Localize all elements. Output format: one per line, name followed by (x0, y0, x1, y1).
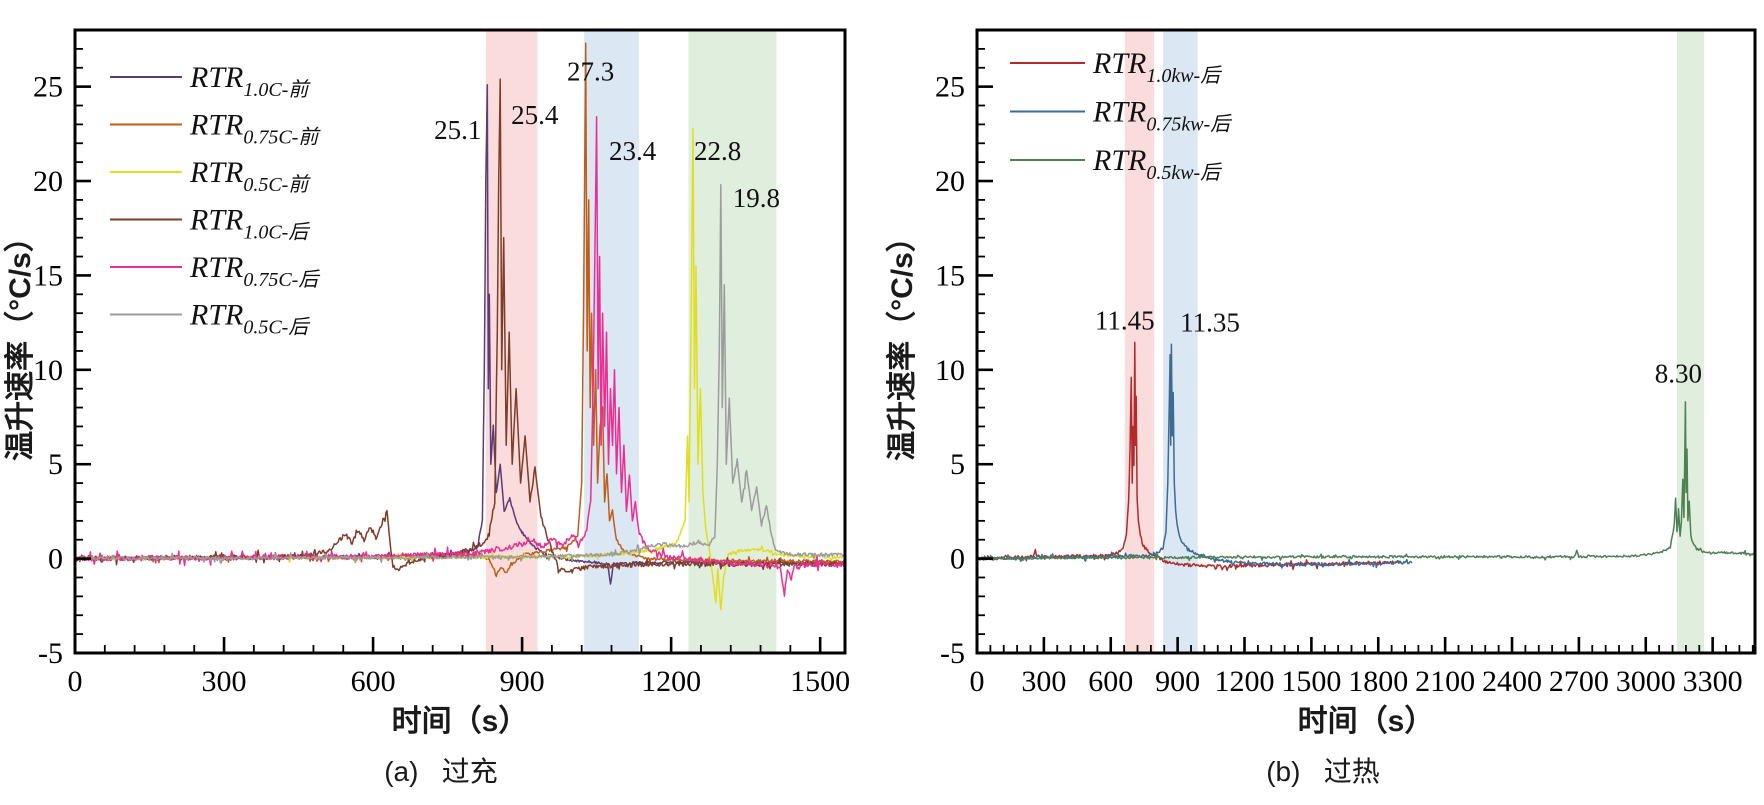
x-tick-label: 300 (1021, 665, 1066, 698)
legend: RTR1.0kw-后 RTR0.75kw-后 RTR0.5kw-后 (1010, 47, 1232, 184)
y-tick-label: -5 (940, 637, 965, 670)
highlight-band (1124, 30, 1155, 653)
peak-label: 22.8 (694, 136, 741, 166)
x-tick-label: 0 (68, 665, 83, 698)
x-tick-label: 1200 (641, 665, 701, 698)
legend-label-1.0C-后: RTR1.0C-后 (189, 204, 310, 244)
x-tick-label: 1200 (1215, 665, 1275, 698)
series-line-0.5C-后 (75, 184, 845, 564)
highlight-band (1676, 30, 1705, 653)
legend-label-1.0kw-后: RTR1.0kw-后 (1092, 47, 1222, 87)
highlight-bands (485, 30, 777, 653)
legend: RTR1.0C-前 RTR0.75C-前 RTR0.5C-前 RTR1.0C-后 RTR… (110, 61, 321, 339)
panel-b: 0 300 600 900 1200 1500 1800 2100 2400 2700 3000 33… (882, 0, 1764, 805)
x-axis-title: 时间（s） (1298, 704, 1435, 738)
y-tick-label: 10 (935, 354, 965, 387)
x-tick-label: 900 (1155, 665, 1200, 698)
x-tick-label: 900 (500, 665, 545, 698)
legend-label-0.75C-后: RTR0.75C-后 (189, 251, 320, 291)
y-tick-label: 15 (935, 259, 965, 292)
chart-b-canvas: 0 300 600 900 1200 1500 1800 2100 2400 2700 3000 33… (885, 28, 1757, 738)
peak-label: 27.3 (567, 57, 614, 87)
legend-label-0.75kw-后: RTR0.75kw-后 (1092, 96, 1232, 136)
plot-frame (73, 28, 847, 655)
y-tick-label: 25 (33, 71, 63, 104)
series-curves (977, 341, 1755, 572)
y-tick-label: 20 (935, 165, 965, 198)
y-tick-label: 0 (48, 543, 63, 576)
x-axis-title: 时间（s） (392, 704, 529, 738)
x-tick-label: 300 (202, 665, 247, 698)
y-tick-label: 5 (48, 448, 63, 481)
y-tick-label: 25 (935, 71, 965, 104)
x-tick-label: 3000 (1616, 665, 1676, 698)
peak-label: 11.45 (1095, 306, 1155, 336)
x-tick-label: 1500 (1281, 665, 1341, 698)
y-tick-label: 5 (950, 448, 965, 481)
y-tick-label: 0 (950, 543, 965, 576)
y-tick-label: -5 (38, 637, 63, 670)
highlight-bands (1124, 30, 1705, 653)
peak-label: 11.35 (1180, 308, 1240, 338)
x-tick-label: 600 (351, 665, 396, 698)
y-axis-title: 温升速率（°C/s） (885, 222, 919, 461)
plot-frame (975, 28, 1757, 655)
peak-label: 23.4 (609, 136, 657, 166)
caption-b: (b) 过热 (1266, 756, 1380, 787)
legend-label-1.0C-前: RTR1.0C-前 (189, 61, 311, 101)
y-tick-label: 10 (33, 354, 63, 387)
x-tick-label: 2100 (1415, 665, 1475, 698)
x-tick-label: 2700 (1549, 665, 1609, 698)
x-tick-label: 1800 (1348, 665, 1408, 698)
peak-label: 25.4 (511, 100, 559, 130)
highlight-band (688, 30, 777, 653)
legend-label-0.75C-前: RTR0.75C-前 (189, 109, 321, 149)
series-curves (75, 42, 845, 611)
panel-a: 0 300 600 900 1200 1500 -5 0 5 10 15 20 25 时间（s） 温升速率（… (3, 28, 850, 787)
y-tick-label: 15 (33, 259, 63, 292)
highlight-band (1163, 30, 1198, 653)
x-tick-label: 2400 (1482, 665, 1542, 698)
caption-a: (a) 过充 (384, 756, 498, 787)
x-tick-label: 1500 (790, 665, 850, 698)
legend-label-0.5C-前: RTR0.5C-前 (189, 156, 311, 196)
tick-labels: 0 300 600 900 1200 1500 1800 2100 2400 2700 3000 33… (935, 71, 1743, 698)
x-tick-label: 0 (970, 665, 985, 698)
y-tick-label: 20 (33, 165, 63, 198)
chart-a-canvas: 0 300 600 900 1200 1500-50510152025时间（s）温升速率（… (3, 28, 850, 738)
legend-label-0.5kw-后: RTR0.5kw-后 (1092, 144, 1222, 184)
peak-label: 25.1 (434, 115, 481, 145)
y-axis-title: 温升速率（°C/s） (3, 222, 37, 461)
peak-label: 8.30 (1655, 359, 1702, 389)
x-tick-label: 3300 (1683, 665, 1743, 698)
series-line-0.5kw-后 (977, 401, 1755, 562)
peak-annotations: 25.1 25.4 27.3 23.4 22.8 19.8 (434, 57, 780, 213)
legend-label-0.5C-后: RTR0.5C-后 (189, 299, 310, 339)
peak-annotations: 11.45 11.35 8.30 (1095, 306, 1702, 389)
x-tick-label: 600 (1088, 665, 1133, 698)
peak-label: 19.8 (733, 183, 780, 213)
